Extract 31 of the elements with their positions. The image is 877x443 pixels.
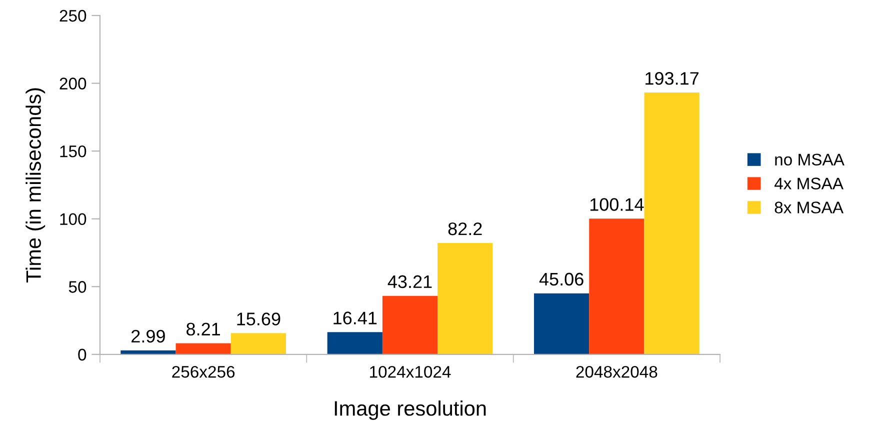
y-tick-label: 200: [60, 78, 86, 90]
legend-label: no MSAA: [775, 154, 844, 166]
data-label: 100.14: [590, 198, 644, 211]
data-label: 2.99: [132, 330, 165, 343]
data-label: 45.06: [539, 272, 584, 286]
bar: [438, 242, 493, 354]
y-axis-title: Time (in miliseconds): [26, 88, 46, 282]
y-tick-label: 150: [60, 145, 86, 158]
bar: [327, 332, 382, 354]
y-tick-label: 0: [78, 348, 86, 361]
data-label: 15.69: [237, 312, 280, 326]
x-tick-label: 256x256: [172, 366, 235, 378]
data-label: 82.2: [448, 222, 482, 236]
data-label: 43.21: [388, 275, 432, 288]
y-tick-label: 250: [60, 10, 86, 22]
x-axis-title: Image resolution: [334, 400, 486, 420]
data-label: 8.21: [186, 322, 220, 336]
x-tick-label: 2048x2048: [576, 366, 658, 378]
bar: [589, 218, 644, 354]
bar: [534, 293, 590, 354]
bar: [176, 343, 231, 354]
data-label: 16.41: [334, 312, 377, 324]
y-tick-label: 100: [60, 213, 86, 226]
bar: [230, 333, 286, 354]
x-tick-label: 1024x1024: [370, 366, 451, 378]
y-tick-label: 50: [68, 281, 86, 293]
bar: [644, 92, 700, 354]
data-label: 193.17: [646, 72, 698, 85]
bar: [382, 296, 438, 354]
legend-label: 8x MSAA: [774, 202, 844, 214]
legend-label: 4x MSAA: [774, 178, 844, 190]
